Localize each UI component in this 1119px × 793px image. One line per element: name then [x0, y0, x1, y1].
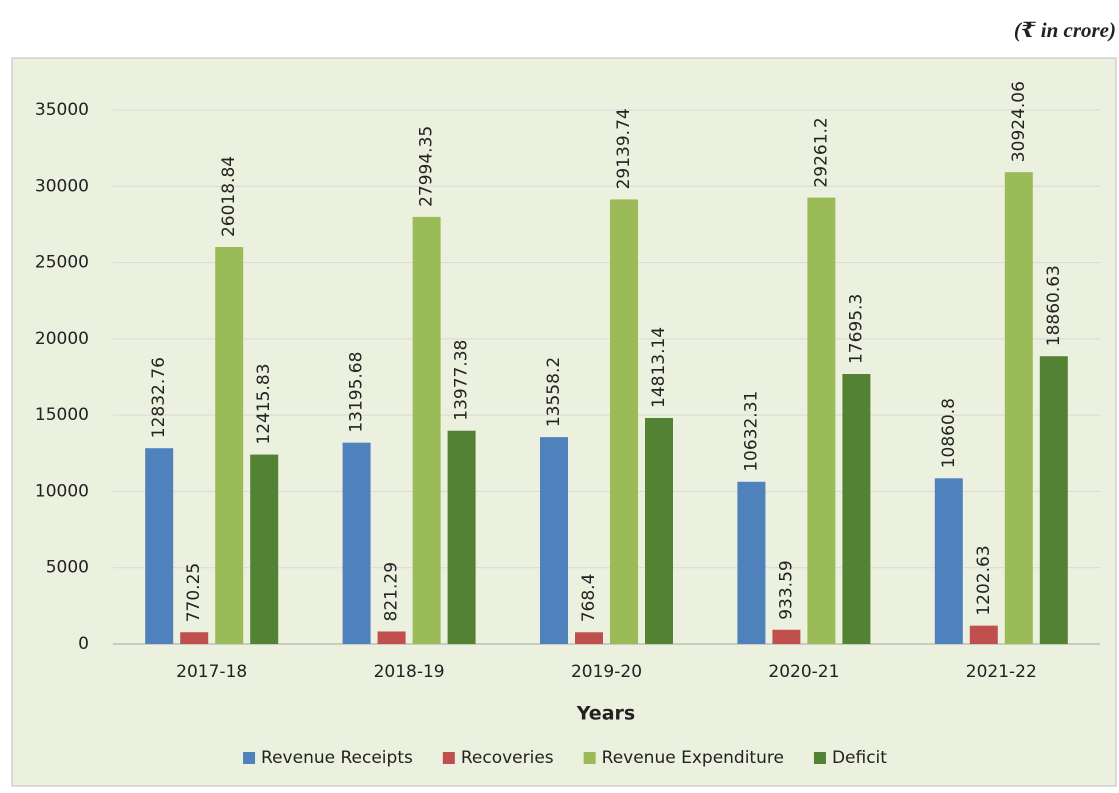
legend-swatch	[583, 752, 596, 764]
bar	[575, 632, 603, 644]
data-label: 770.25	[184, 563, 204, 622]
y-tick-label: 35000	[35, 100, 89, 120]
data-label: 13195.68	[347, 352, 367, 433]
y-tick-label: 10000	[35, 481, 89, 501]
chart-area	[11, 57, 1117, 787]
bar	[180, 632, 209, 644]
data-label: 18860.63	[1044, 265, 1064, 346]
bar	[610, 199, 638, 644]
unit-note: (₹ in crore)	[1014, 18, 1116, 42]
bar	[250, 454, 279, 644]
y-tick-label: 25000	[35, 253, 89, 273]
x-tick-label: 2021-22	[966, 662, 1037, 682]
data-label: 27994.35	[417, 126, 437, 207]
x-tick-label: 2017-18	[176, 662, 247, 682]
data-label: 29139.74	[614, 108, 634, 189]
data-label: 30924.06	[1009, 81, 1029, 162]
bar	[412, 216, 441, 644]
bar	[377, 631, 406, 644]
data-label: 933.59	[776, 560, 796, 619]
bar	[645, 417, 673, 644]
y-tick-label: 0	[78, 634, 89, 654]
y-tick-label: 20000	[35, 329, 89, 349]
data-label: 29261.2	[811, 117, 831, 187]
data-label: 1202.63	[974, 545, 994, 615]
bar	[540, 437, 568, 644]
data-label: 10860.8	[939, 398, 959, 468]
bar	[969, 625, 998, 644]
y-tick-label: 30000	[35, 176, 89, 196]
data-label: 13977.38	[452, 340, 472, 421]
bar	[737, 481, 766, 644]
bar	[1039, 356, 1068, 644]
legend-swatch	[442, 752, 455, 764]
bar	[934, 478, 963, 644]
x-tick-label: 2018-19	[374, 662, 445, 682]
legend-label: Revenue Receipts	[261, 748, 413, 768]
bar	[215, 247, 244, 644]
data-label: 768.4	[579, 574, 599, 623]
bar	[1004, 172, 1033, 644]
data-label: 12415.83	[254, 363, 274, 444]
data-label: 12832.76	[149, 357, 169, 438]
legend-label: Deficit	[832, 748, 887, 768]
legend-label: Revenue Expenditure	[602, 748, 784, 768]
y-tick-label: 15000	[35, 405, 89, 425]
bar	[807, 197, 836, 645]
data-label: 26018.84	[219, 156, 239, 237]
x-axis-title: Years	[576, 703, 635, 725]
data-label: 821.29	[382, 562, 402, 621]
legend-swatch	[243, 752, 256, 764]
y-tick-label: 5000	[46, 558, 89, 578]
bar	[842, 374, 871, 644]
bar	[145, 448, 174, 644]
data-label: 17695.3	[846, 294, 866, 364]
bar	[342, 442, 371, 644]
legend-swatch	[813, 752, 826, 764]
data-label: 14813.14	[649, 327, 669, 408]
bar	[447, 430, 476, 644]
x-tick-label: 2020-21	[768, 662, 839, 682]
bar	[772, 629, 801, 644]
x-tick-label: 2019-20	[571, 662, 642, 682]
data-label: 13558.2	[544, 357, 564, 427]
legend-label: Recoveries	[461, 748, 554, 768]
data-label: 10632.31	[741, 391, 761, 472]
